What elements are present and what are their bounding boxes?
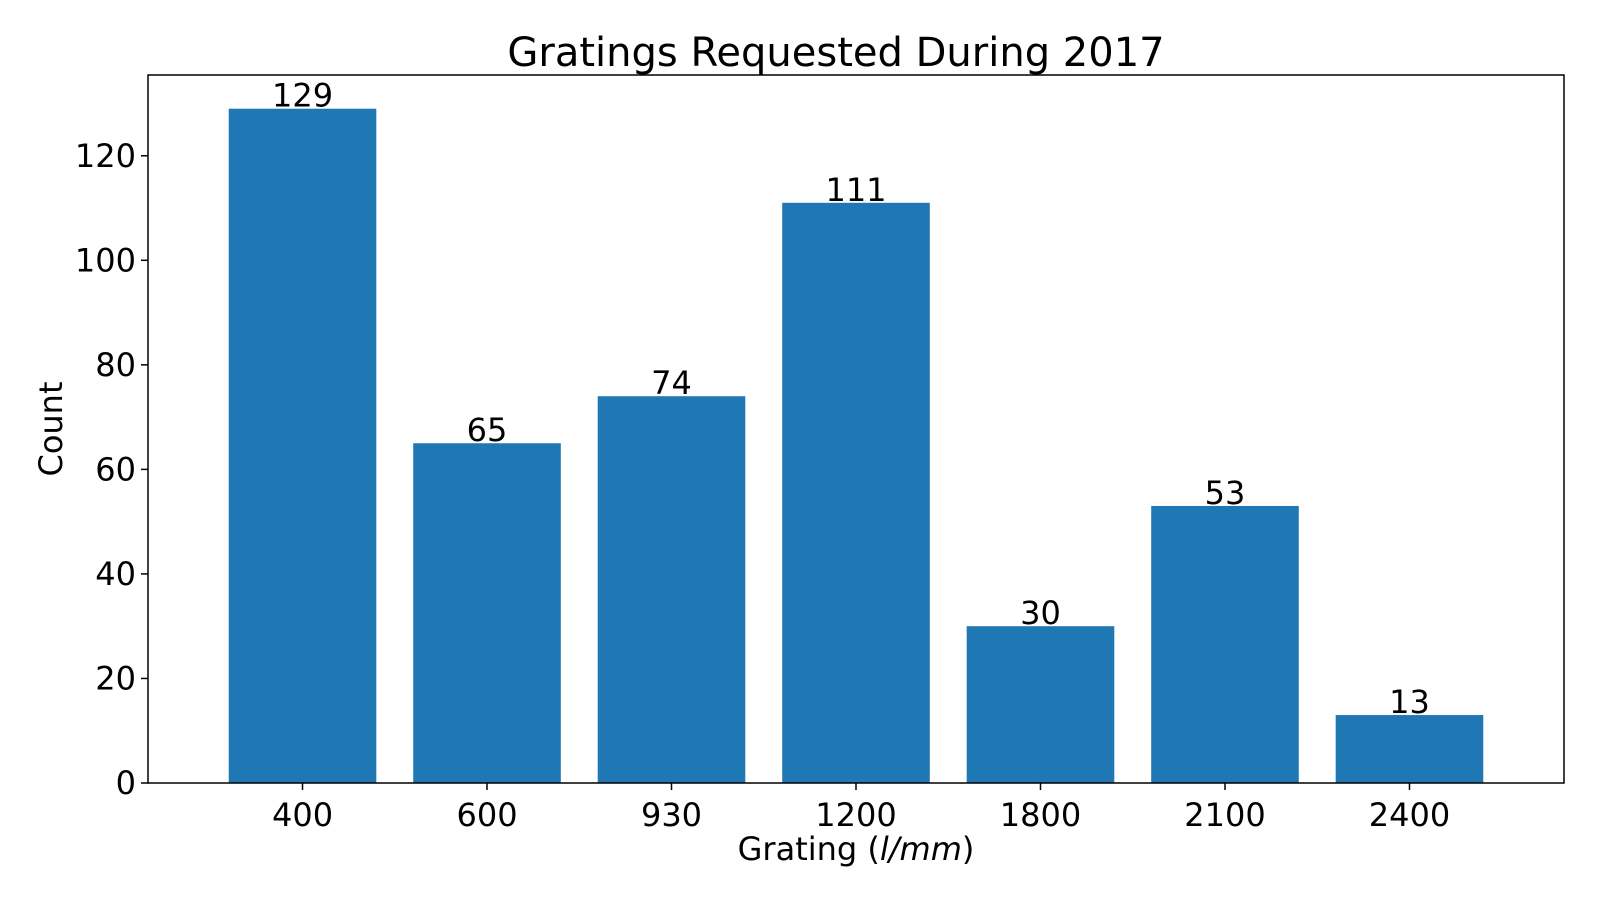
x-tick-label-400: 400 (272, 796, 333, 834)
x-tick-label-1200: 1200 (815, 796, 896, 834)
x-tick-label-600: 600 (456, 796, 517, 834)
x-tick-label-2100: 2100 (1184, 796, 1265, 834)
y-tick-label-20: 20 (95, 659, 136, 697)
bar-value-label-2400: 13 (1389, 683, 1430, 721)
x-tick-label-1800: 1800 (1000, 796, 1081, 834)
x-axis-ticks: 400 600 930 1200 1800 2100 2400 (272, 783, 1450, 834)
bar-value-label-600: 65 (467, 411, 508, 449)
y-tick-label-80: 80 (95, 346, 136, 384)
y-axis-ticks: 0 20 40 60 80 100 120 (75, 137, 148, 802)
chart-title: Gratings Requested During 2017 (507, 30, 1164, 76)
bar-value-label-930: 74 (651, 364, 692, 402)
bar-value-label-1800: 30 (1020, 594, 1061, 632)
y-axis-label: Count (32, 381, 70, 476)
value-labels-group: 129 65 74 111 30 53 13 (272, 77, 1430, 721)
y-tick-label-0: 0 (116, 764, 136, 802)
bar-1200 (782, 202, 930, 783)
bar-400 (228, 108, 377, 783)
bar-2400 (1335, 715, 1484, 783)
x-tick-label-930: 930 (641, 796, 702, 834)
x-axis-label-suffix: ) (962, 830, 974, 868)
bar-600 (413, 443, 561, 783)
y-tick-label-100: 100 (75, 241, 136, 279)
bar-930 (597, 396, 746, 783)
x-axis-label-unit: l/mm (880, 830, 962, 868)
bar-value-label-1200: 111 (825, 171, 886, 209)
bar-value-label-400: 129 (272, 77, 333, 115)
y-tick-label-120: 120 (75, 137, 136, 175)
bars-group (228, 108, 1484, 783)
y-tick-label-40: 40 (95, 555, 136, 593)
bar-value-label-2100: 53 (1205, 474, 1246, 512)
bar-2100 (1151, 505, 1299, 783)
y-tick-label-60: 60 (95, 450, 136, 488)
x-tick-label-2400: 2400 (1369, 796, 1450, 834)
bar-1800 (966, 626, 1115, 783)
x-axis-label-prefix: Grating ( (738, 830, 880, 868)
x-axis-label: Grating (l/mm) (738, 830, 975, 868)
